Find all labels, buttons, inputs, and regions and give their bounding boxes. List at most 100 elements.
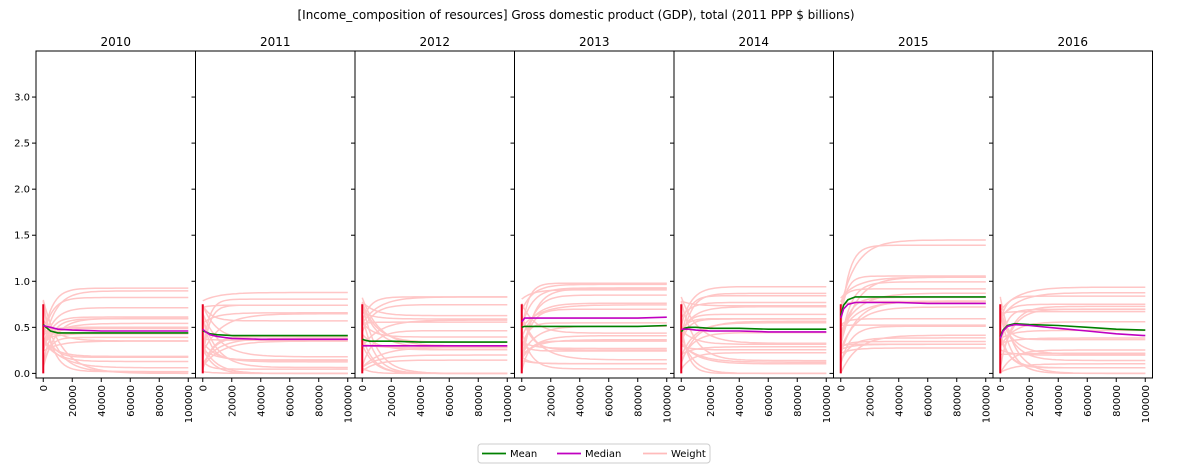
y-tick-label: 0.0 — [14, 369, 30, 380]
x-tick-label: 40000 — [1054, 385, 1065, 417]
weight-line — [42, 296, 189, 337]
x-tick-label: 20000 — [387, 385, 398, 417]
weight-line — [361, 321, 508, 338]
median-line — [521, 316, 667, 323]
weight-line — [680, 296, 827, 345]
mean-line — [362, 338, 508, 343]
weight-line — [361, 302, 508, 375]
weight-line — [521, 331, 667, 370]
weight-lines — [361, 296, 508, 375]
mean-line — [680, 326, 827, 333]
x-tick-label: 0 — [836, 385, 847, 391]
x-tick-label: 60000 — [126, 385, 137, 417]
weight-lines — [521, 282, 667, 372]
x-tick-label: 60000 — [764, 385, 775, 417]
chart-title: [Income_composition of resources] Gross … — [297, 8, 854, 22]
weight-line — [521, 302, 667, 338]
x-tick-label: 40000 — [894, 385, 905, 417]
panel-2011: 2011 0 20000 40000 60000 80000 100000 — [191, 35, 356, 423]
weight-line — [840, 239, 986, 308]
weight-line — [840, 334, 986, 374]
panel-title: 2012 — [419, 35, 450, 49]
weight-line — [680, 342, 827, 365]
weight-line — [361, 346, 508, 368]
x-tick-label: 0 — [198, 385, 209, 391]
weight-line — [202, 312, 348, 324]
weight-line — [999, 349, 1146, 356]
weight-line — [202, 305, 348, 322]
weight-line — [840, 347, 986, 354]
axes-frame — [514, 50, 675, 379]
weight-line — [999, 329, 1146, 340]
x-tick-label: 40000 — [735, 385, 746, 417]
x-tick-label: 80000 — [155, 385, 166, 417]
weight-line — [999, 308, 1146, 366]
weight-line — [680, 329, 827, 346]
weight-line — [521, 308, 667, 361]
weight-line — [42, 304, 189, 373]
weight-line — [361, 311, 508, 320]
weight-line — [840, 337, 986, 363]
weight-line — [202, 313, 348, 358]
weight-line — [680, 318, 827, 344]
weight-lines — [202, 291, 348, 375]
x-tick-label: 100000 — [343, 385, 354, 423]
x-tick-label: 20000 — [706, 385, 717, 417]
weight-line — [202, 291, 348, 302]
x-tick-label: 80000 — [952, 385, 963, 417]
weight-line — [840, 343, 986, 351]
weight-line — [680, 300, 827, 307]
weight-line — [999, 349, 1146, 374]
weight-line — [42, 290, 189, 349]
panel-title: 2010 — [100, 35, 131, 49]
weight-line — [42, 322, 189, 343]
mean-line — [840, 296, 986, 316]
axes-frame — [992, 50, 1153, 379]
weight-line — [999, 286, 1146, 312]
weight-line — [361, 359, 508, 372]
weight-line — [521, 304, 667, 328]
weight-line — [521, 339, 667, 356]
x-tick-label: 20000 — [865, 385, 876, 417]
weight-line — [680, 317, 827, 332]
weight-line — [521, 315, 667, 351]
weight-line — [840, 275, 986, 319]
weight-line — [999, 310, 1146, 362]
weight-line — [521, 341, 667, 350]
panel-title: 2013 — [579, 35, 610, 49]
y-tick-label: 1.5 — [14, 231, 30, 242]
median-line — [202, 328, 348, 341]
weight-line — [840, 244, 986, 327]
weight-line — [521, 334, 667, 360]
weight-line — [361, 301, 508, 317]
legend-item-weight: Weight — [643, 449, 706, 460]
legend: Mean Median Weight — [477, 443, 711, 464]
weight-line — [521, 316, 667, 361]
weight-line — [361, 314, 508, 375]
weight-line — [361, 335, 508, 375]
axes-frame — [833, 50, 994, 379]
weight-line — [42, 300, 189, 373]
x-tick-label: 60000 — [604, 385, 615, 417]
median-line — [840, 301, 986, 319]
weight-line — [680, 335, 827, 375]
weight-line — [521, 359, 667, 365]
weight-line — [999, 363, 1146, 374]
weight-line — [840, 300, 986, 354]
weight-line — [680, 346, 827, 356]
weight-line — [42, 336, 189, 367]
weight-line — [202, 317, 348, 369]
x-tick-label: 80000 — [314, 385, 325, 417]
x-tick-label: 100000 — [981, 385, 992, 423]
weight-line — [202, 342, 348, 363]
legend-box — [477, 443, 711, 464]
panel-title: 2016 — [1057, 35, 1088, 49]
weight-line — [999, 337, 1146, 345]
x-tick-label: 100000 — [184, 385, 195, 423]
x-tick-label: 0 — [39, 385, 50, 391]
panels: 2010 0.0 0.5 1.0 1.5 2.0 2.5 3.0 0 20000 40000 6000… — [14, 35, 1153, 423]
weight-line — [521, 282, 667, 334]
x-tick-label: 0 — [677, 385, 688, 391]
y-tick-label: 1.0 — [14, 277, 30, 288]
weight-line — [999, 305, 1146, 369]
